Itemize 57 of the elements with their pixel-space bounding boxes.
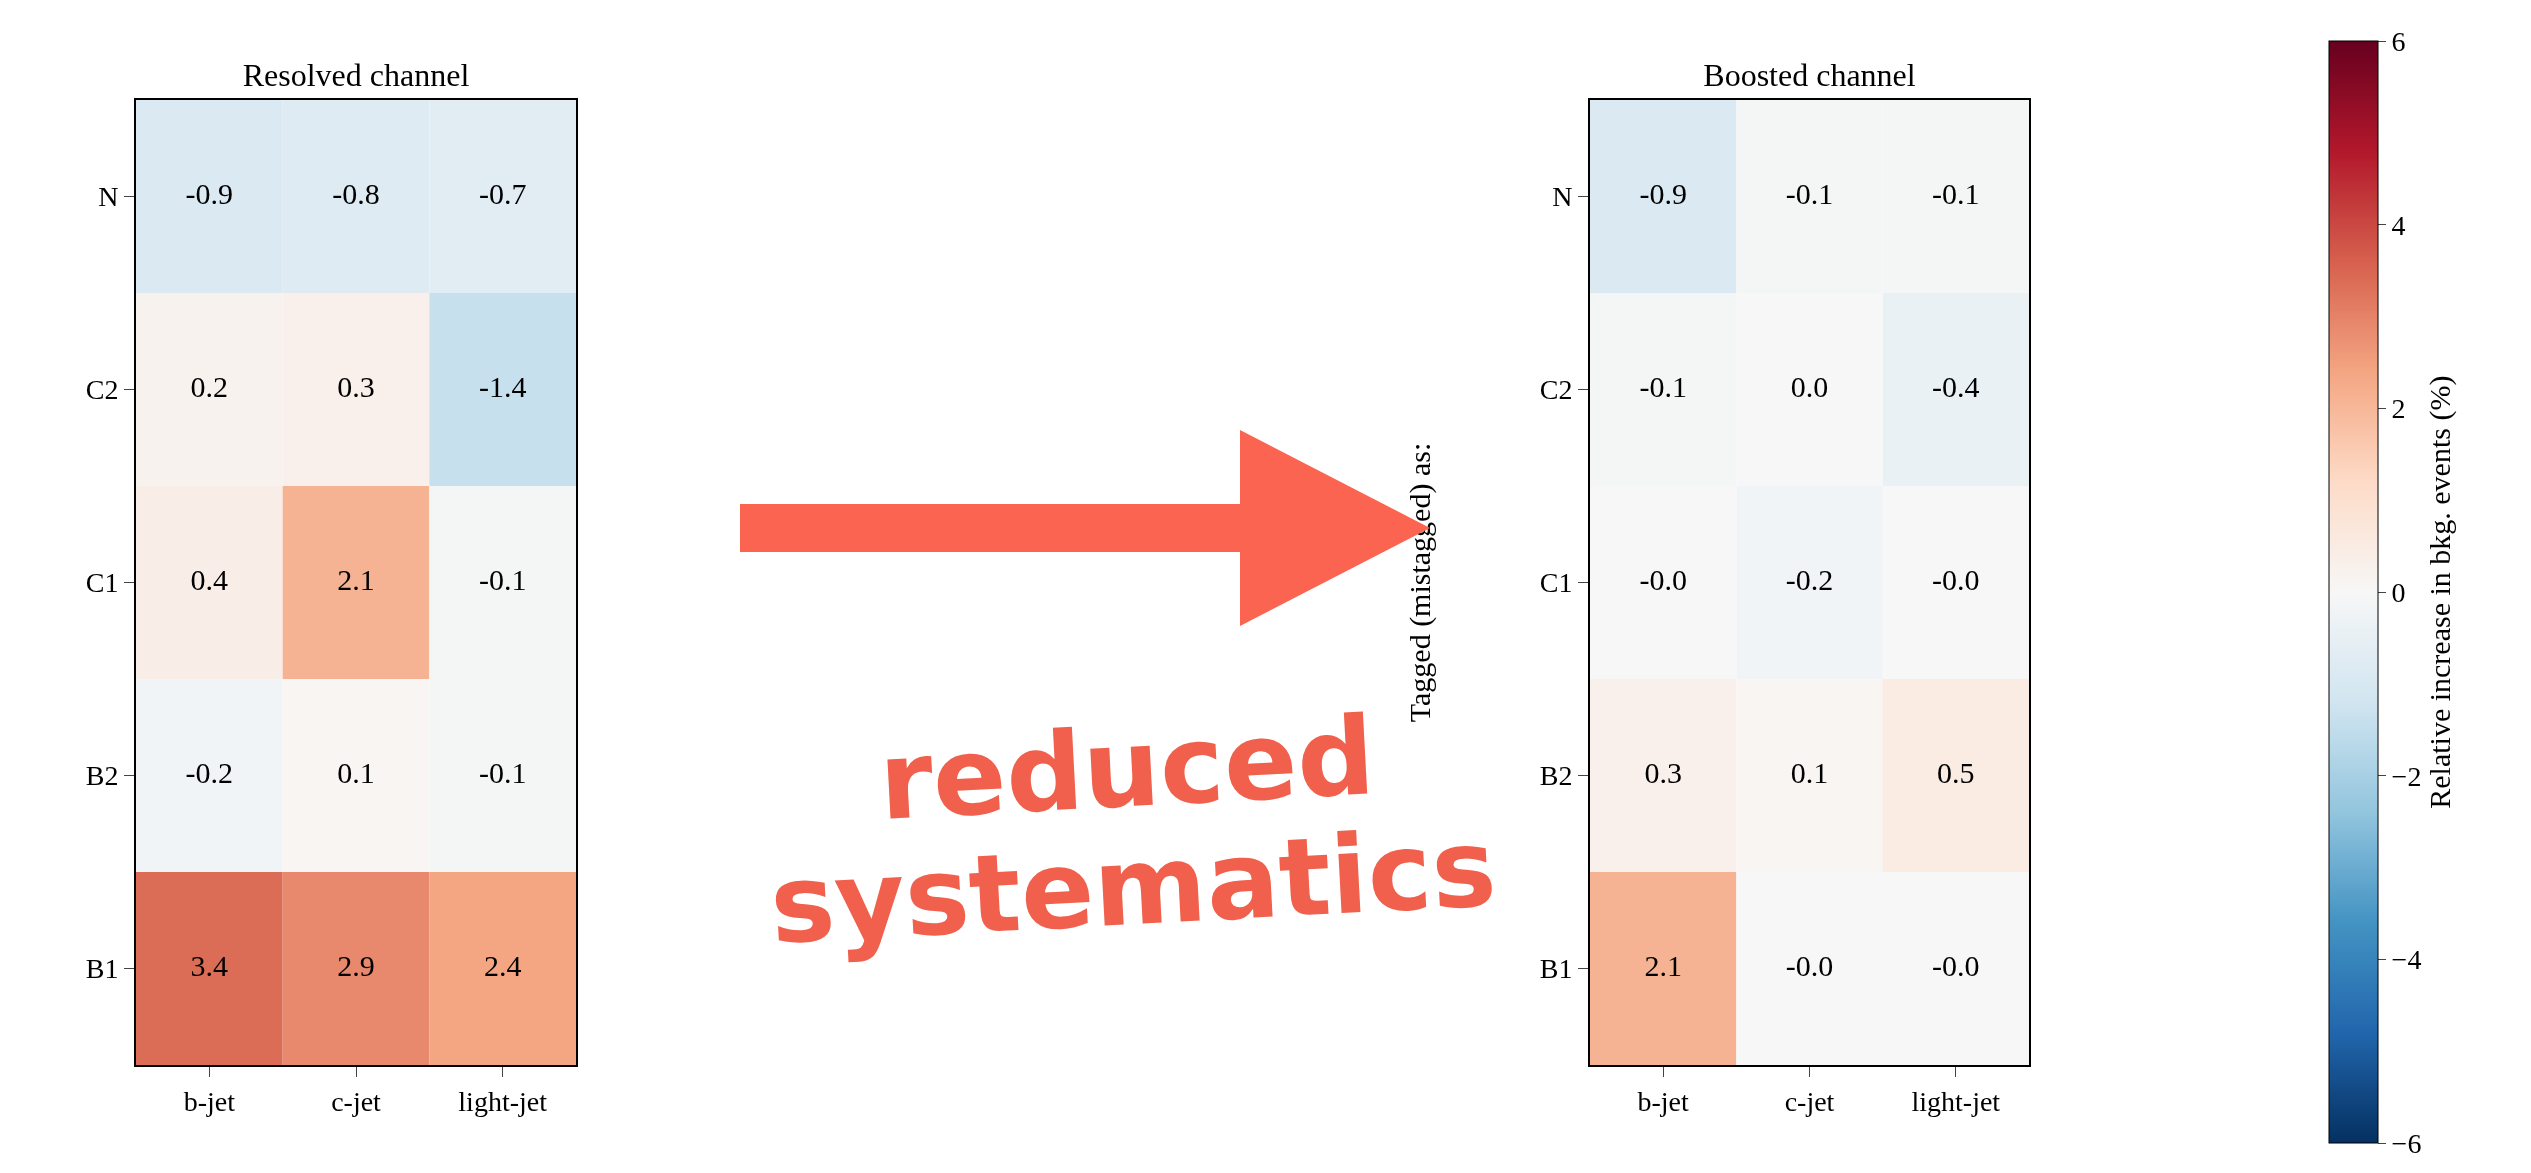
color-bar-label: 0 <box>2391 576 2406 608</box>
y-axis-title: Tagged (mistagged) as: <box>1403 442 1438 723</box>
y-tick-label: C1 <box>1539 567 1573 599</box>
data-label: -0.0 <box>1785 949 1834 982</box>
data-label: -0.0 <box>1932 949 1980 982</box>
color-bar-label: 2 <box>2391 393 2406 425</box>
data-label: -0.4 <box>1932 370 1980 403</box>
data-label: 2.1 <box>1644 949 1682 982</box>
y-tick-label: C2 <box>85 374 119 406</box>
y-tick-label: B2 <box>85 760 119 792</box>
data-label: -0.8 <box>332 177 380 210</box>
data-label: 0.5 <box>1937 756 1975 789</box>
data-label: -0.2 <box>1785 563 1834 596</box>
y-tick-label: C1 <box>85 567 119 599</box>
x-tick-label: c-jet <box>331 1085 382 1117</box>
data-label: -0.1 <box>1785 177 1834 210</box>
data-label: -0.1 <box>478 563 527 596</box>
chart-title: Boosted channel <box>1703 57 1916 93</box>
color-bar-label: −4 <box>2391 944 2422 976</box>
x-tick-label: light-jet <box>458 1085 548 1117</box>
y-tick-label: C2 <box>1539 374 1573 406</box>
data-label: 0.3 <box>337 370 375 403</box>
y-tick-label: N <box>1552 181 1573 213</box>
data-label: 0.4 <box>190 563 229 596</box>
color-bar-label: 6 <box>2391 25 2406 57</box>
y-tick-label: N <box>98 181 119 213</box>
data-label: -0.9 <box>1639 177 1687 210</box>
data-label: 0.1 <box>1790 756 1829 789</box>
color-bar-label: 4 <box>2391 209 2406 241</box>
color-bar-label: −2 <box>2391 760 2422 792</box>
color-bar-label: −6 <box>2391 1127 2422 1159</box>
x-tick-label: c-jet <box>1784 1085 1835 1117</box>
y-tick-label: B1 <box>1539 953 1573 985</box>
chart-title: Resolved channel <box>242 57 470 93</box>
data-label: -0.1 <box>1932 177 1980 210</box>
data-label: 3.4 <box>190 949 229 982</box>
data-label: 0.1 <box>337 756 375 789</box>
data-label: -0.1 <box>478 756 527 789</box>
data-label: 0.2 <box>190 370 229 403</box>
data-label: -0.9 <box>185 177 234 210</box>
y-tick-label: B2 <box>1539 760 1573 792</box>
data-label: 2.9 <box>337 949 375 982</box>
x-tick-label: light-jet <box>1911 1085 2001 1117</box>
data-label: -0.0 <box>1932 563 1980 596</box>
x-tick-label: b-jet <box>183 1085 236 1117</box>
data-label: -0.2 <box>185 756 234 789</box>
data-label: -1.4 <box>478 370 527 403</box>
data-label: -0.7 <box>478 177 527 210</box>
color-bar-title: Relative increase in bkg. events (%) <box>2423 375 2458 809</box>
data-label: 0.3 <box>1644 756 1682 789</box>
data-label: 2.4 <box>483 949 522 982</box>
data-label: 2.1 <box>337 563 375 596</box>
y-tick-label: B1 <box>85 953 119 985</box>
data-label: -0.0 <box>1639 563 1687 596</box>
data-label: 0.0 <box>1790 370 1829 403</box>
x-tick-label: b-jet <box>1637 1085 1690 1117</box>
data-label: -0.1 <box>1639 370 1687 403</box>
